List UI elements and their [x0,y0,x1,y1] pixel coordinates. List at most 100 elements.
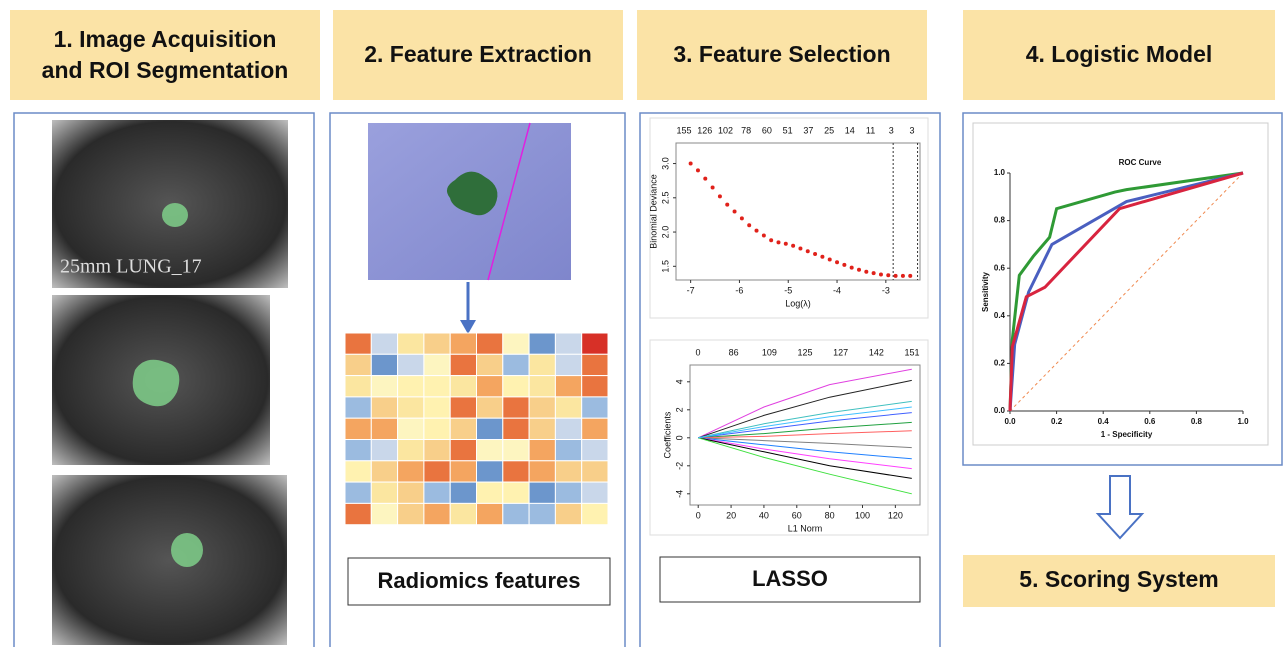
top-label: 25 [824,125,834,135]
top-label: 3 [909,125,914,135]
heat-cell [555,333,581,354]
heat-cell [371,418,397,439]
heat-cell [529,418,555,439]
x-tick-label: 60 [792,510,802,520]
heat-cell [582,503,608,524]
top-label: 37 [803,125,813,135]
y-tick-label: 2.0 [660,226,670,239]
top-label: 78 [741,125,751,135]
heat-cell [450,418,476,439]
y-tick-label: 0.6 [994,263,1006,272]
point [798,246,802,250]
heat-cell [398,354,424,375]
x-tick-label: 0.4 [1098,417,1110,426]
y-tick-label: 0 [674,435,684,440]
header-title: 1. Image Acquisition [54,26,277,52]
point [842,263,846,267]
heat-cell [450,333,476,354]
heat-cell [398,376,424,397]
heat-cell [371,482,397,503]
x-axis-label: 1 - Specificity [1101,430,1153,439]
x-tick-label: -3 [882,285,890,295]
roi [162,203,188,227]
plot-title: ROC Curve [1119,158,1162,167]
x-tick-label: 120 [888,510,903,520]
top-label: 60 [762,125,772,135]
heat-cell [477,440,503,461]
heat-cell [503,482,529,503]
y-tick-label: 0.0 [994,406,1006,415]
heat-cell [398,440,424,461]
heat-cell [503,440,529,461]
heat-cell [398,333,424,354]
heat-cell [398,418,424,439]
x-tick-label: 40 [759,510,769,520]
x-tick-label: 100 [855,510,870,520]
heat-cell [503,461,529,482]
point [908,274,912,278]
y-tick-label: 1.5 [660,260,670,273]
heat-cell [345,354,371,375]
top-label: 142 [869,347,884,357]
arrow [1098,476,1142,538]
heat-cell [450,461,476,482]
point [762,233,766,237]
top-label: 125 [797,347,812,357]
heat-cell [345,461,371,482]
heat-cell [529,397,555,418]
heat-cell [345,333,371,354]
x-tick-label: 0 [696,510,701,520]
heat-cell [424,482,450,503]
box-label: LASSO [752,566,828,591]
top-label: 126 [697,125,712,135]
heat-cell [477,333,503,354]
point [828,257,832,261]
y-tick-label: 2.5 [660,192,670,205]
point [872,271,876,275]
heat-cell [582,440,608,461]
x-tick-label: -5 [784,285,792,295]
heat-cell [503,354,529,375]
heat-cell [398,461,424,482]
point [725,203,729,207]
y-tick-label: 4 [674,379,684,384]
y-tick-label: 2 [674,407,684,412]
heat-cell [450,482,476,503]
heat-cell [424,503,450,524]
heat-cell [450,376,476,397]
heat-cell [477,482,503,503]
heat-cell [582,461,608,482]
arrow-head [460,320,476,334]
y-tick-label: 0.4 [994,311,1006,320]
roi [171,533,203,567]
heat-cell [582,482,608,503]
point [769,238,773,242]
heat-cell [371,503,397,524]
heat-cell [477,397,503,418]
top-label: 14 [845,125,855,135]
top-label: 3 [889,125,894,135]
heat-cell [477,418,503,439]
heat-cell [345,482,371,503]
top-label: 102 [718,125,733,135]
point [703,177,707,181]
heat-cell [424,333,450,354]
heat-cell [424,397,450,418]
heat-cell [582,397,608,418]
top-label: 155 [676,125,691,135]
point [879,273,883,277]
point [857,268,861,272]
heat-cell [450,354,476,375]
heat-cell [398,482,424,503]
heat-cell [424,418,450,439]
top-label: 0 [695,347,700,357]
point [718,194,722,198]
point [740,216,744,220]
heat-cell [450,503,476,524]
y-axis-label: Coefficients [662,411,672,458]
y-tick-label: 1.0 [994,168,1006,177]
heat-cell [345,397,371,418]
point [784,242,788,246]
point [791,244,795,248]
heat-cell [398,397,424,418]
